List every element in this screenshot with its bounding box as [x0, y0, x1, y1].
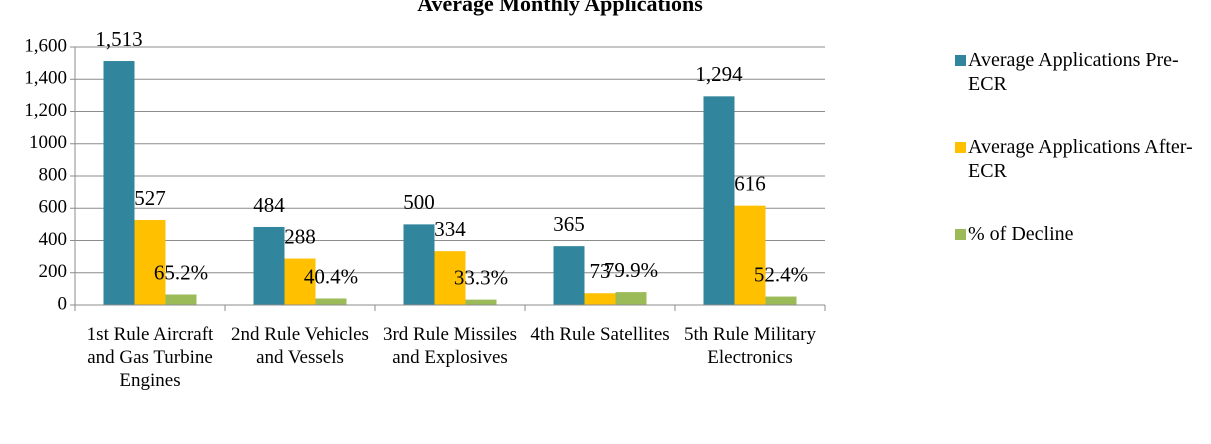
data-label: 484 — [253, 193, 285, 217]
chart-title: Average Monthly Applications — [417, 0, 703, 16]
legend-label: % of Decline — [968, 223, 1074, 245]
data-label: 79.9% — [604, 258, 658, 282]
legend-label: Average Applications Pre-ECR — [968, 49, 1179, 95]
data-label: 73 — [590, 259, 611, 283]
y-tick-label: 1,400 — [24, 68, 67, 89]
data-label: 527 — [134, 186, 166, 210]
data-label: 33.3% — [454, 265, 508, 289]
data-label: 500 — [403, 190, 435, 214]
data-label: 365 — [553, 212, 585, 236]
y-tick-label: 400 — [39, 229, 68, 250]
bar — [465, 299, 497, 305]
bar — [434, 251, 466, 305]
bar — [584, 293, 616, 305]
bar — [165, 294, 197, 305]
bar — [553, 246, 585, 305]
y-tick-label: 1,200 — [24, 100, 67, 121]
y-tick-label: 800 — [39, 164, 68, 185]
y-tick-label: 0 — [58, 293, 68, 314]
x-tick-label: 4th Rule Satellites — [530, 324, 670, 345]
y-tick-label: 200 — [39, 261, 68, 282]
bar — [765, 296, 797, 305]
data-label: 65.2% — [154, 260, 208, 284]
data-label: 616 — [734, 171, 766, 195]
bar — [703, 96, 735, 305]
x-tick-label: 1st Rule Aircraft and Gas Turbine Engine… — [86, 324, 214, 391]
bar — [734, 205, 766, 305]
data-label: 1,294 — [695, 62, 743, 86]
legend-swatch — [955, 229, 966, 240]
data-label: 40.4% — [304, 264, 358, 288]
bar — [134, 220, 166, 305]
data-label: 1,513 — [95, 27, 142, 51]
bar — [253, 226, 285, 305]
bar — [315, 298, 347, 305]
y-tick-label: 1,600 — [24, 35, 67, 56]
legend-swatch — [955, 55, 966, 66]
bar — [403, 224, 435, 305]
legend-label: Average Applications After-ECR — [968, 136, 1193, 182]
bar — [615, 292, 647, 305]
data-label: 288 — [284, 224, 316, 248]
x-tick-label: 2nd Rule Vehicles and Vessels — [231, 324, 369, 368]
legend-swatch — [955, 142, 966, 153]
bar — [103, 61, 135, 306]
y-tick-label: 600 — [39, 197, 68, 218]
y-tick-label: 1000 — [29, 132, 67, 153]
data-label: 52.4% — [754, 262, 808, 286]
x-tick-label: 5th Rule Military Electronics — [684, 324, 816, 368]
x-tick-label: 3rd Rule Missiles and Explosives — [382, 324, 518, 368]
bar — [284, 258, 316, 305]
data-label: 334 — [434, 217, 466, 241]
